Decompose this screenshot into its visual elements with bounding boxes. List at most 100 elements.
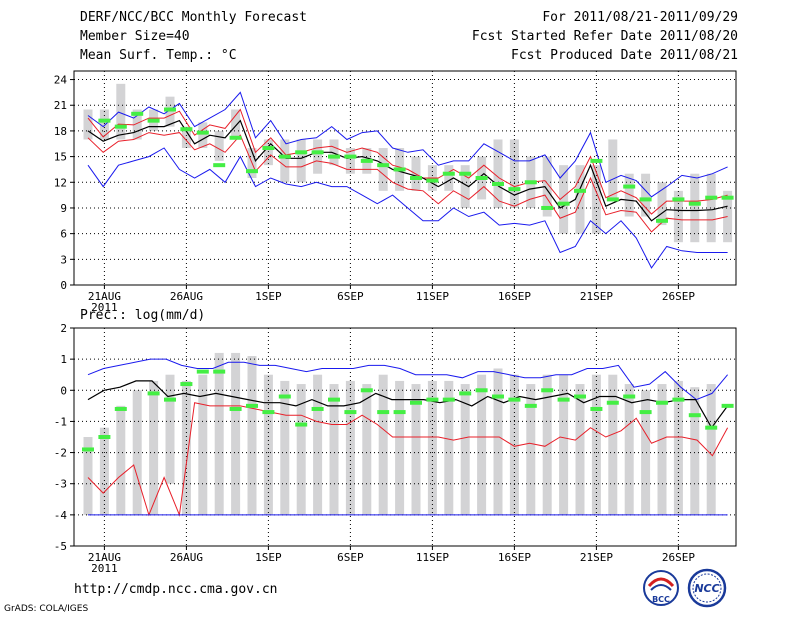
- series-line: [87, 132, 728, 233]
- observed-mark: [524, 403, 537, 408]
- observed-mark: [590, 158, 603, 163]
- header-left-line1: DERF/NCC/BCC Monthly Forecast: [80, 10, 307, 25]
- y-tick-label: 21: [54, 99, 67, 112]
- observed-mark: [114, 124, 127, 129]
- ncc-logo-text: NCC: [694, 582, 719, 595]
- y-tick-label: 0: [60, 279, 67, 292]
- range-bar: [608, 139, 618, 200]
- observed-mark: [328, 154, 340, 159]
- range-bar: [313, 139, 323, 174]
- x-tick-label: 11SEP: [416, 551, 449, 564]
- plot-frame: [73, 327, 737, 547]
- observed-mark: [311, 150, 324, 155]
- observed-mark: [262, 146, 275, 151]
- observed-mark: [196, 369, 209, 374]
- range-bar: [509, 139, 519, 208]
- range-bar: [181, 126, 191, 149]
- observed-mark: [492, 181, 504, 186]
- range-bar: [559, 374, 569, 515]
- range-bar: [460, 165, 470, 208]
- observed-mark: [688, 413, 701, 418]
- y-tick-label: 15: [54, 151, 67, 164]
- range-bar: [280, 380, 290, 515]
- range-bar: [83, 109, 93, 140]
- range-bar: [329, 384, 339, 515]
- observed-mark: [164, 107, 176, 112]
- observed-mark: [705, 195, 718, 200]
- range-bar: [181, 380, 191, 515]
- header-right-line3: Fcst Produced Date 2011/08/21: [511, 48, 738, 63]
- observed-mark: [721, 403, 734, 408]
- ncc-logo: NCC: [687, 568, 727, 608]
- observed-mark: [278, 154, 291, 159]
- range-bar: [313, 374, 323, 515]
- range-bar: [296, 139, 306, 183]
- bcc-logo: BCC: [643, 570, 679, 606]
- observed-mark: [393, 410, 406, 415]
- y-tick-label: -5: [54, 540, 67, 553]
- logo-group: BCC NCC: [643, 568, 727, 608]
- precip-panel-title: Prec.: log(mm/d): [80, 308, 206, 323]
- range-bar: [296, 384, 306, 515]
- range-bar: [280, 139, 290, 183]
- x-tick-label: 26SEP: [662, 290, 695, 303]
- x-year-label: 2011: [91, 562, 118, 575]
- range-bar: [231, 352, 241, 515]
- range-bar: [477, 374, 487, 515]
- observed-mark: [147, 118, 160, 123]
- range-bar: [132, 390, 142, 515]
- x-tick-label: 21AUG: [88, 551, 121, 564]
- observed-mark: [557, 397, 570, 402]
- grads-credit: GrADS: COLA/IGES: [4, 604, 89, 614]
- observed-mark: [196, 130, 209, 135]
- observed-mark: [246, 169, 258, 174]
- series-line: [87, 380, 729, 429]
- observed-mark: [360, 158, 373, 163]
- x-tick-label: 1SEP: [255, 551, 282, 564]
- x-tick-label: 16SEP: [498, 290, 531, 303]
- plot-frame: [73, 70, 737, 286]
- observed-mark: [721, 195, 734, 200]
- series-line: [87, 108, 728, 215]
- observed-mark: [147, 391, 160, 396]
- y-tick-label: 24: [54, 74, 68, 87]
- observed-mark: [393, 167, 406, 172]
- observed-mark: [82, 447, 94, 452]
- source-url[interactable]: http://cmdp.ncc.cma.gov.cn: [74, 582, 278, 597]
- range-bar: [149, 380, 159, 515]
- x-tick-label: 21AUG: [88, 290, 121, 303]
- range-bar: [575, 384, 585, 515]
- y-tick-label: 18: [54, 125, 67, 138]
- observed-mark: [164, 397, 176, 402]
- observed-mark: [688, 201, 701, 206]
- series-line: [87, 91, 728, 198]
- observed-mark: [656, 218, 668, 223]
- x-tick-label: 26AUG: [170, 290, 203, 303]
- observed-mark: [278, 394, 291, 399]
- observed-mark: [295, 150, 308, 155]
- range-bar: [99, 427, 109, 515]
- range-bar: [460, 384, 470, 515]
- y-tick-label: 2: [60, 322, 67, 335]
- range-bar: [83, 437, 93, 515]
- x-tick-label: 16SEP: [498, 551, 531, 564]
- range-bar: [493, 139, 503, 208]
- observed-mark: [541, 205, 554, 210]
- observed-mark: [606, 400, 619, 405]
- observed-mark: [426, 178, 439, 183]
- range-bar: [542, 156, 552, 217]
- observed-mark: [344, 154, 357, 159]
- observed-mark: [672, 197, 685, 202]
- observed-mark: [524, 180, 537, 185]
- x-tick-label: 26AUG: [170, 551, 203, 564]
- observed-mark: [590, 406, 603, 411]
- observed-mark: [426, 397, 439, 402]
- observed-mark: [114, 406, 127, 411]
- header-left-line2: Member Size=40: [80, 29, 190, 44]
- range-bar: [362, 384, 372, 515]
- x-tick-label: 26SEP: [662, 551, 695, 564]
- observed-mark: [311, 406, 324, 411]
- range-bar: [132, 109, 142, 140]
- range-bar: [214, 130, 224, 161]
